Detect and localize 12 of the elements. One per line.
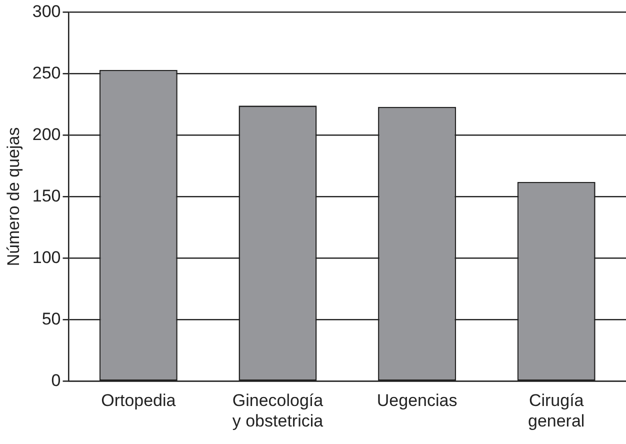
y-tick-label: 50 — [42, 309, 61, 328]
x-tick-label: Cirugía general — [528, 391, 585, 430]
y-tick-label: 200 — [32, 124, 61, 144]
y-tick-label: 100 — [32, 248, 61, 267]
y-tick-label: 0 — [51, 370, 61, 390]
x-tick-label: Uegencias — [376, 391, 458, 410]
x-tick-label: Ginecología y obstetricia — [232, 391, 324, 430]
y-axis-title: Número de quejas — [4, 127, 23, 266]
y-tick-label: 250 — [32, 63, 61, 82]
x-tick-label: Ortopedia — [101, 391, 176, 410]
y-tick-label: 300 — [32, 2, 61, 21]
y-tick-label: 150 — [32, 186, 61, 206]
